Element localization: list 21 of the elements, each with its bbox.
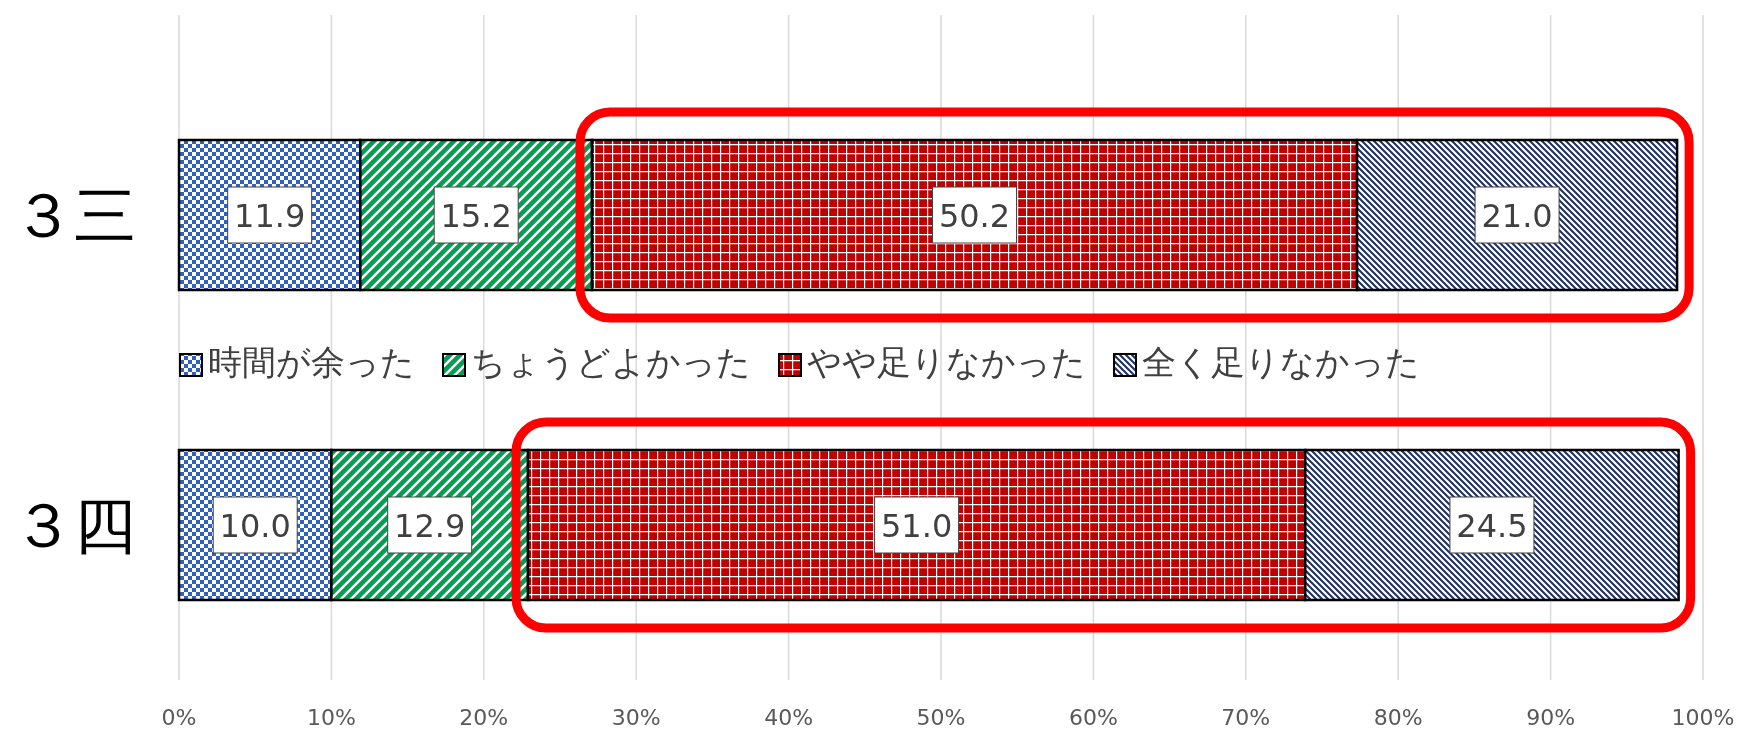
legend-label: 全く足りなかった <box>1142 342 1420 382</box>
x-tick-label: 100% <box>1671 705 1735 730</box>
x-tick-label: 70% <box>1221 705 1271 730</box>
x-tick-label: 0% <box>161 705 197 730</box>
y-tick-label: ３三 <box>12 179 136 252</box>
y-tick-label: ３四 <box>12 489 136 562</box>
legend-label: ちょうどよかった <box>471 342 751 382</box>
x-tick-label: 80% <box>1373 705 1423 730</box>
x-tick-label: 40% <box>764 705 814 730</box>
x-tick-label: 30% <box>611 705 661 730</box>
x-tick-label: 50% <box>916 705 966 730</box>
x-tick-label: 20% <box>459 705 509 730</box>
x-tick-label: 10% <box>306 705 356 730</box>
data-label: 21.0 <box>1481 197 1553 235</box>
x-tick-label: 90% <box>1526 705 1576 730</box>
x-tick-label: 60% <box>1068 705 1118 730</box>
data-label: 11.9 <box>234 197 306 235</box>
data-label: 10.0 <box>219 507 291 545</box>
legend-label: やや足りなかった <box>807 342 1086 382</box>
legend-label: 時間が余った <box>208 342 415 382</box>
data-label: 24.5 <box>1456 507 1528 545</box>
